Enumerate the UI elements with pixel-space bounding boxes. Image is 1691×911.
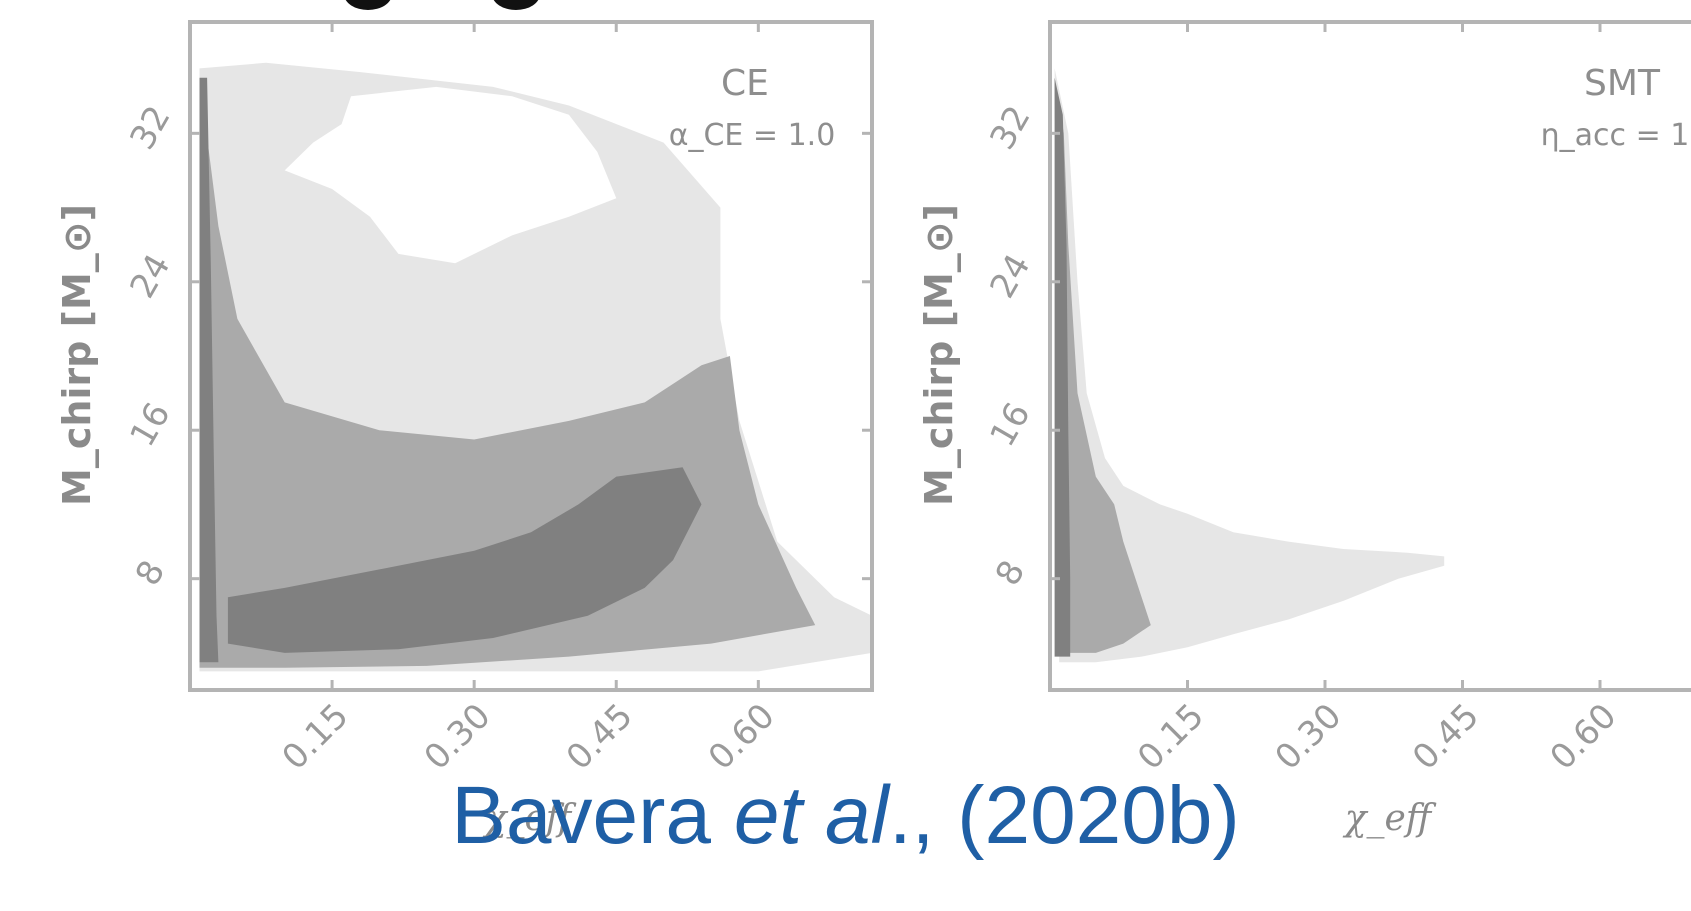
left-y-tick-label: 32 (122, 99, 178, 156)
right-panel-annotation: SMT (1584, 63, 1661, 104)
right-x-tick-label: 0.60 (1543, 696, 1625, 778)
cropped-header-glyphs (345, 0, 539, 10)
left-x-tick-label: 0.60 (701, 696, 783, 778)
left-chart-panel: 0.15 0.30 0.45 0.60 8 16 24 32 CE α_CE = 1.0 M… (55, 20, 874, 839)
right-y-tick-label: 16 (982, 396, 1038, 453)
right-y-tick-label: 24 (982, 248, 1038, 305)
right-contour-level-3 (1054, 77, 1071, 657)
right-panel-annotation-param: η_acc = 1 (1541, 118, 1690, 153)
left-plot-frame (188, 20, 874, 692)
right-x-tick-label: 0.30 (1268, 696, 1350, 778)
citation-text: Bavera et al., (2020b) (0, 775, 1691, 857)
right-y-tick-label: 32 (982, 99, 1038, 156)
left-panel-annotation-param: α_CE = 1.0 (669, 118, 836, 153)
left-y-tick-label: 24 (122, 248, 178, 305)
right-contour-level-1 (1054, 68, 1445, 663)
left-x-tick-label: 0.15 (275, 696, 357, 778)
right-x-tick-label: 0.45 (1405, 696, 1487, 778)
right-x-tick-label: 0.15 (1130, 696, 1212, 778)
citation-rest: ., (2020b) (888, 770, 1240, 861)
right-contour-level-2 (1054, 77, 1151, 653)
citation-author: Bavera (451, 770, 734, 861)
right-y-tick-label: 8 (988, 554, 1033, 593)
left-x-tick-label: 0.30 (417, 696, 499, 778)
right-contour-fills (1054, 68, 1445, 663)
left-contour-level-2 (284, 86, 617, 264)
left-x-tick-label: 0.45 (559, 696, 641, 778)
left-contour-level-5 (199, 77, 219, 663)
left-y-tick-label: 8 (128, 554, 173, 593)
left-panel-annotation: CE (721, 63, 769, 104)
right-y-axis-label: M_chirp [M_⊙] (917, 204, 961, 506)
left-x-axis-label: χ_eff (482, 798, 577, 839)
left-contour-level-4 (227, 467, 702, 653)
right-chart-panel: 0.15 0.30 0.45 0.60 8 16 24 32 SMT η_acc = 1 M… (917, 20, 1691, 839)
right-x-axis-label: χ_eff (1342, 798, 1437, 839)
left-contour-fills (199, 62, 872, 672)
right-plot-frame (1048, 20, 1691, 692)
left-y-tick-label: 16 (122, 396, 178, 453)
citation-etal: et al (733, 770, 889, 861)
left-y-axis-label: M_chirp [M_⊙] (55, 204, 99, 506)
